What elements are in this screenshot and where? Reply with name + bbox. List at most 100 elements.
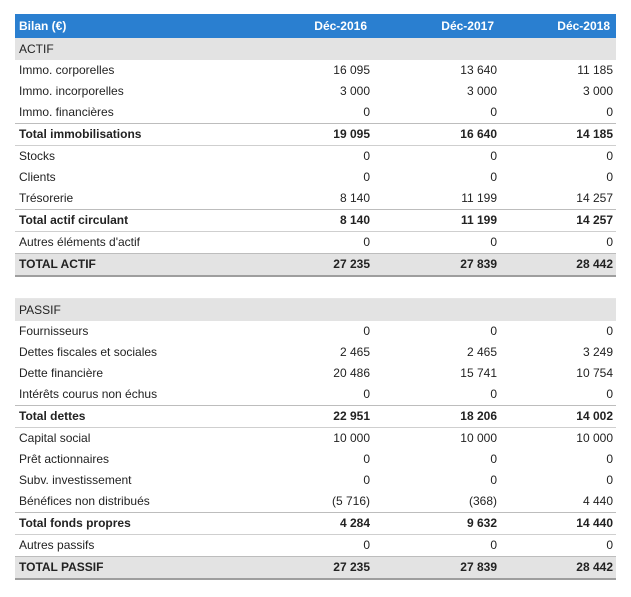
header-col-2016: Déc-2016 [252,14,373,38]
table-row: Prêt actionnaires 0 0 0 [15,449,616,470]
row-value [373,38,500,60]
grand-total-row: TOTAL ACTIF 27 235 27 839 28 442 [15,253,616,277]
table-row: Dettes fiscales et sociales 2 465 2 465 3 2… [15,342,616,363]
row-label: Immo. financières [19,105,114,119]
row-value: 3 000 [582,84,613,98]
row-value: 11 199 [373,209,500,232]
table-row: Bénéfices non distribués (5 716) (368) 4 44… [15,491,616,513]
row-value: 16 640 [373,123,500,146]
row-value: 0 [490,387,497,401]
row-value: 27 839 [373,253,500,277]
row-value: 0 [490,452,497,466]
subtotal-row: Total fonds propres 4 284 9 632 14 440 [15,512,616,535]
row-value: 28 442 [500,556,616,580]
row-value [500,276,616,299]
row-label: Autres passifs [19,538,95,552]
row-label: Fournisseurs [19,324,89,338]
table-row: Immo. incorporelles 3 000 3 000 3 000 [15,81,616,102]
table-row: Dette financière 20 486 15 741 10 754 [15,363,616,384]
table-row: Autres passifs 0 0 0 [15,535,616,557]
row-value: 8 140 [339,191,370,205]
balance-sheet: Bilan (€) Déc-2016 Déc-2017 Déc-2018 ACT… [15,14,616,580]
row-value: 0 [490,538,497,552]
row-value: 0 [606,235,613,249]
header-row: Bilan (€) Déc-2016 Déc-2017 Déc-2018 [15,14,616,38]
row-value: 4 440 [582,494,613,508]
row-value: 10 754 [576,366,613,380]
row-value: 0 [606,149,613,163]
grand-total-row: TOTAL PASSIF 27 235 27 839 28 442 [15,556,616,580]
row-label: Total dettes [15,405,252,428]
row-label: Clients [19,170,56,184]
row-value: 0 [363,452,370,466]
row-label: Immo. corporelles [19,63,115,77]
row-label: PASSIF [15,298,252,321]
row-value: 9 632 [373,512,500,535]
row-value: 14 257 [576,191,613,205]
spacer-row [15,276,616,299]
row-value: 0 [363,473,370,487]
row-label: ACTIF [15,38,252,60]
table-row: Autres éléments d'actif 0 0 0 [15,232,616,254]
table-row: Intérêts courus non échus 0 0 0 [15,384,616,406]
row-label: Capital social [19,431,91,445]
subtotal-row: Total actif circulant 8 140 11 199 14 257 [15,209,616,232]
row-value: 0 [606,105,613,119]
row-value: 14 002 [500,405,616,428]
row-label: Total immobilisations [15,123,252,146]
row-label: Dettes fiscales et sociales [19,345,158,359]
table-row: Subv. investissement 0 0 0 [15,470,616,491]
row-value: 0 [363,538,370,552]
row-value: 28 442 [500,253,616,277]
header-col-2018: Déc-2018 [500,14,616,38]
table-row: Stocks 0 0 0 [15,146,616,168]
row-value: 3 249 [582,345,613,359]
row-value: 0 [363,387,370,401]
row-value [373,298,500,321]
row-value: 0 [363,170,370,184]
row-value: 0 [490,170,497,184]
row-value [373,276,500,299]
row-value: 10 000 [576,431,613,445]
row-value: 14 257 [500,209,616,232]
row-value: 4 284 [252,512,373,535]
row-label: Dette financière [19,366,104,380]
row-value: 0 [363,149,370,163]
table-row: Fournisseurs 0 0 0 [15,321,616,342]
table-row: Immo. corporelles 16 095 13 640 11 185 [15,60,616,81]
row-label: Intérêts courus non échus [19,387,158,401]
row-value: 27 235 [252,253,373,277]
header-col-2017: Déc-2017 [373,14,500,38]
row-label: Immo. incorporelles [19,84,124,98]
row-value: 10 000 [460,431,497,445]
subtotal-row: Total dettes 22 951 18 206 14 002 [15,405,616,428]
row-value: 0 [363,105,370,119]
row-value: 18 206 [373,405,500,428]
section-header-row: ACTIF [15,38,616,60]
row-value: 0 [490,324,497,338]
row-value: 19 095 [252,123,373,146]
row-value: 22 951 [252,405,373,428]
table-row: Capital social 10 000 10 000 10 000 [15,428,616,450]
subtotal-row: Total immobilisations 19 095 16 640 14 185 [15,123,616,146]
row-value: 10 000 [333,431,370,445]
row-value: 15 741 [460,366,497,380]
row-value: 3 000 [339,84,370,98]
row-value: 14 185 [500,123,616,146]
table-row: Trésorerie 8 140 11 199 14 257 [15,188,616,210]
row-value: (5 716) [331,494,370,508]
row-value: 13 640 [460,63,497,77]
row-value: 8 140 [252,209,373,232]
row-label: Trésorerie [19,191,74,205]
row-value: 0 [606,452,613,466]
header-title: Bilan (€) [15,14,252,38]
row-value: 20 486 [333,366,370,380]
row-label: TOTAL PASSIF [15,556,252,580]
row-value: 0 [606,538,613,552]
row-label [15,276,252,299]
row-label: Subv. investissement [19,473,132,487]
row-value: 11 185 [577,63,613,77]
row-value: 0 [490,149,497,163]
row-value [252,38,373,60]
row-value: 2 465 [339,345,370,359]
